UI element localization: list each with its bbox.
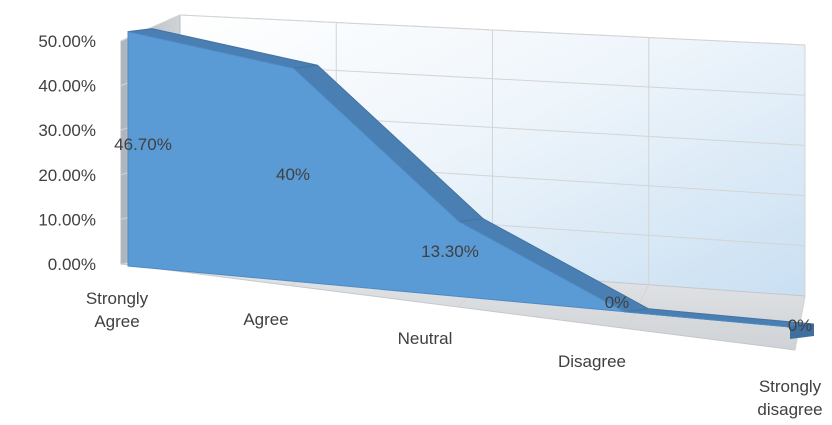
y-tick-label: 40.00% — [38, 77, 96, 96]
x-axis-categories: Strongly Agree Agree Neutral Disagree Strongl… — [86, 289, 823, 419]
category-label: Strongly Agree — [86, 289, 149, 331]
series-area — [127, 28, 815, 339]
y-tick-label: 0.00% — [48, 255, 96, 274]
y-tick-label: 20.00% — [38, 166, 96, 185]
data-labels: 46.70% 40% 13.30% 0% 0% — [114, 135, 812, 335]
category-label: Strongly disagree — [757, 377, 822, 419]
y-tick-label: 10.00% — [38, 210, 96, 229]
category-label: Neutral — [398, 329, 453, 348]
area-front-face — [127, 30, 791, 328]
data-label: 13.30% — [421, 242, 479, 261]
data-label: 46.70% — [114, 135, 172, 154]
y-axis-ticks: 0.00% 10.00% 20.00% 30.00% 40.00% 50.00% — [38, 32, 96, 274]
data-label: 40% — [276, 165, 310, 184]
category-label: Disagree — [558, 352, 626, 371]
category-label: Agree — [243, 310, 288, 329]
data-label: 0% — [788, 316, 813, 335]
y-tick-label: 30.00% — [38, 121, 96, 140]
y-tick-label: 50.00% — [38, 32, 96, 51]
area-end-face — [790, 324, 814, 339]
data-label: 0% — [605, 293, 630, 312]
